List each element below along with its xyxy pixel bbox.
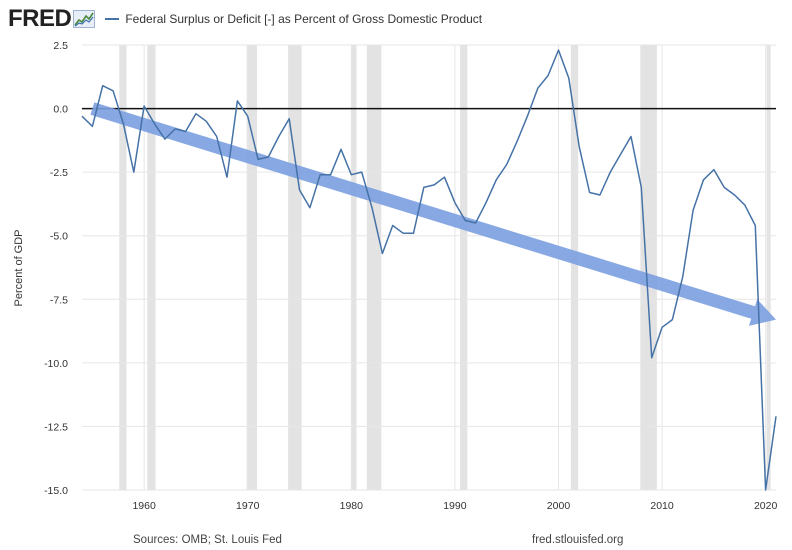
y-axis-label: Percent of GDP xyxy=(13,229,25,306)
sources-note: Sources: OMB; St. Louis Fed xyxy=(133,534,282,546)
recession-band xyxy=(366,45,382,490)
recession-band xyxy=(460,45,468,490)
fred-logo[interactable]: FRED xyxy=(8,5,72,32)
recession-band xyxy=(766,45,771,490)
x-tick-label: 1990 xyxy=(443,500,467,512)
recession-band xyxy=(147,45,156,490)
y-tick-label: -5.0 xyxy=(50,231,68,243)
x-tick-label: 2020 xyxy=(754,500,778,512)
recession-band xyxy=(351,45,357,490)
trend-arrow xyxy=(90,102,776,326)
recession-band xyxy=(570,45,579,490)
chart-header: FRED Federal Surplus or Deficit [-] as P… xyxy=(8,4,482,34)
x-tick-label: 1970 xyxy=(236,500,260,512)
legend-label[interactable]: Federal Surplus or Deficit [-] as Percen… xyxy=(125,12,483,26)
x-tick-label: 1960 xyxy=(132,500,156,512)
recession-band xyxy=(640,45,657,490)
legend-line-swatch xyxy=(105,18,120,20)
y-tick-label: -12.5 xyxy=(44,421,68,433)
x-tick-label: 2010 xyxy=(650,500,674,512)
grid-lines xyxy=(82,44,776,491)
recession-band xyxy=(288,45,302,490)
recession-band xyxy=(246,45,258,490)
x-tick-label: 1980 xyxy=(340,500,364,512)
x-axis-ticks: 1960 1970 1980 1990 2000 2010 2020 xyxy=(132,500,777,512)
y-tick-label: -2.5 xyxy=(50,167,68,179)
y-tick-label: -7.5 xyxy=(50,294,68,306)
y-axis-ticks: 2.5 0.0 -2.5 -5.0 -7.5 -10.0 -12.5 -15.0 xyxy=(44,40,68,497)
recession-band xyxy=(119,45,127,490)
fred-graph-icon xyxy=(73,10,96,28)
y-tick-label: -10.0 xyxy=(44,358,68,370)
series-line[interactable] xyxy=(81,49,777,491)
y-tick-label: 2.5 xyxy=(53,40,68,52)
recession-shading xyxy=(119,45,771,490)
x-tick-label: 2000 xyxy=(547,500,571,512)
y-tick-label: 0.0 xyxy=(53,104,68,116)
y-tick-label: -15.0 xyxy=(44,485,68,497)
site-link[interactable]: fred.stlouisfed.org xyxy=(532,534,624,546)
trend-arrow-annotation xyxy=(90,102,776,326)
